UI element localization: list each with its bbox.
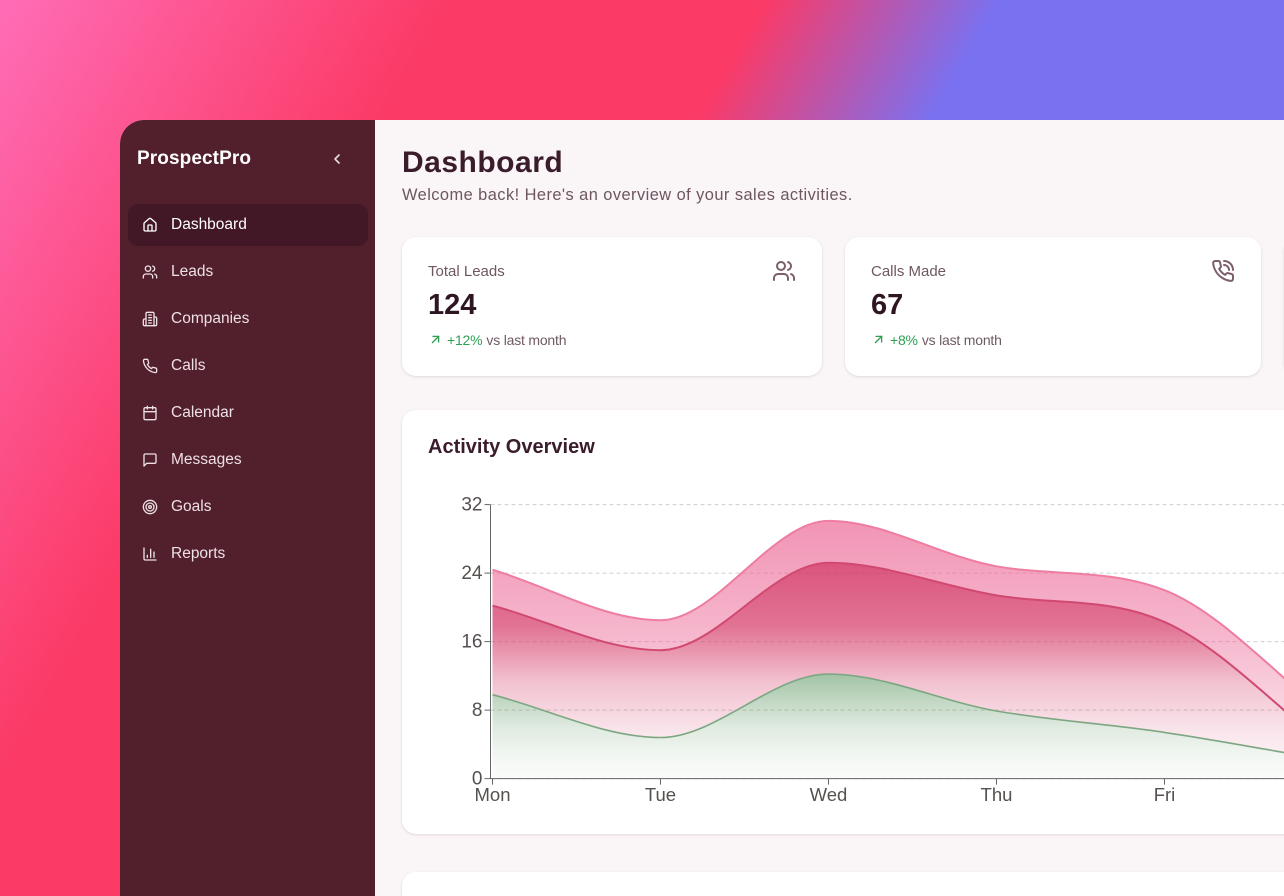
svg-text:32: 32 (461, 495, 482, 516)
svg-text:0: 0 (472, 769, 483, 790)
svg-text:Wed: Wed (810, 784, 848, 805)
svg-text:Tue: Tue (645, 784, 676, 805)
svg-text:16: 16 (461, 632, 482, 653)
svg-text:24: 24 (461, 563, 483, 584)
svg-text:8: 8 (472, 700, 483, 721)
svg-text:Thu: Thu (981, 784, 1013, 805)
svg-text:Fri: Fri (1154, 784, 1176, 805)
svg-text:Mon: Mon (475, 784, 511, 805)
